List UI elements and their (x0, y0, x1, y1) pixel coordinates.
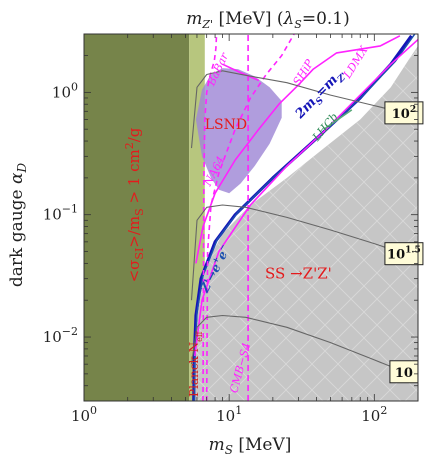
y-tick-label: 100 (52, 80, 78, 101)
contour-label-sigma-v-1e1: 10 (389, 360, 419, 384)
series-na64 (205, 34, 295, 401)
svg-text:10: 10 (395, 366, 413, 381)
contour-label-sigma-v-1e2: 102 (384, 101, 424, 125)
chart-title: mZ' [MeV] (λS=0.1) (186, 9, 350, 31)
series-ldmx (194, 39, 418, 357)
plot-frame (83, 33, 419, 402)
label-planck-band: Planck Neff (187, 330, 204, 397)
series-sigma-v-1e1 (190, 314, 405, 373)
label-lsnd: LSND (205, 117, 247, 133)
axes: 100 101 102 10−2 10−1 100 (43, 33, 419, 425)
region-lsnd (195, 68, 282, 194)
series-relic-annihilation (193, 34, 416, 401)
series-sigma-v-1e2 (190, 70, 405, 149)
x-tick-label: 102 (361, 404, 387, 425)
label-ss-to-z-z: SS →Z'Z' (265, 265, 332, 283)
series-ship (195, 35, 401, 264)
x-axis-label: mS [MeV] (209, 435, 292, 457)
series-belle-ii (222, 63, 260, 82)
x-tick-label: 100 (71, 404, 97, 425)
label-ship: SHiP (290, 57, 316, 88)
y-tick-label: 10−2 (43, 325, 78, 346)
svg-text:101.5: 101.5 (387, 246, 421, 263)
label-ldmx: LDMX (340, 43, 371, 82)
label-sigma-bound: <σSI>/mS > 1 cm2/g (123, 127, 146, 282)
series-sigma-v-1e1-5 (190, 204, 405, 301)
series-lhcb (323, 109, 353, 130)
x-tick-label: 101 (216, 404, 242, 425)
region-sigma-bound (84, 34, 190, 401)
y-tick-label: 10−1 (43, 203, 78, 224)
y-axis-label: dark gauge αD (7, 162, 29, 287)
curves (190, 34, 418, 401)
svg-text:102: 102 (392, 105, 416, 122)
contour-label-sigma-v-1e1-5: 101.5 (384, 242, 424, 266)
